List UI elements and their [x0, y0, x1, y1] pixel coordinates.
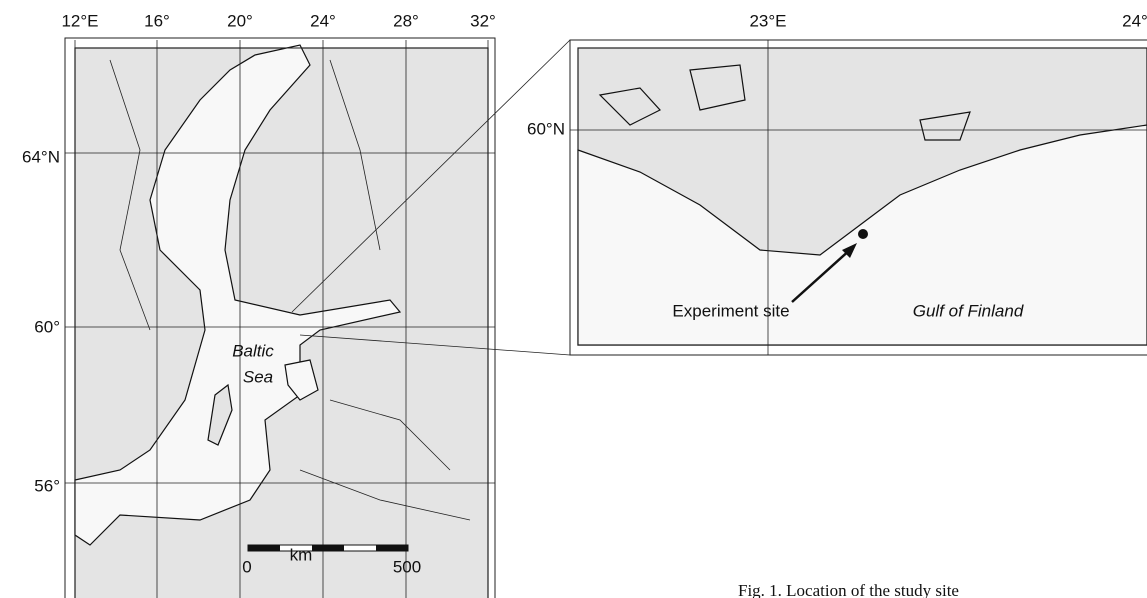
lon-label: 23°E	[749, 11, 786, 30]
figure: 12°E 16° 20° 24° 28° 32° 64°N 60° 56° Ba…	[0, 0, 1147, 598]
site-label: Experiment site	[672, 301, 789, 320]
lon-label: 12°E	[61, 11, 98, 30]
sea-label: Sea	[243, 367, 273, 386]
lon-label: 16°	[144, 11, 170, 30]
left-map: 12°E 16° 20° 24° 28° 32° 64°N 60° 56° Ba…	[22, 11, 496, 598]
lon-label: 32°	[470, 11, 496, 30]
lat-label: 60°N	[527, 119, 565, 138]
lon-label: 24°	[310, 11, 336, 30]
lon-label: 20°	[227, 11, 253, 30]
lon-label: 28°	[393, 11, 419, 30]
lat-label: 64°N	[22, 147, 60, 166]
caption: Fig. 1. Location of the study site	[738, 581, 959, 598]
lon-label: 24°	[1122, 11, 1147, 30]
scale-label: 500	[393, 557, 421, 576]
sea-label: Gulf of Finland	[913, 301, 1024, 320]
lat-label: 60°	[34, 317, 60, 336]
sea-label: Baltic	[232, 341, 274, 360]
right-map: 23°E 24° 60°N Experiment site Gulf of Fi…	[527, 11, 1147, 355]
scale-unit: km	[290, 545, 313, 564]
lat-label: 56°	[34, 476, 60, 495]
scale-label: 0	[242, 557, 251, 576]
site-marker	[858, 229, 868, 239]
